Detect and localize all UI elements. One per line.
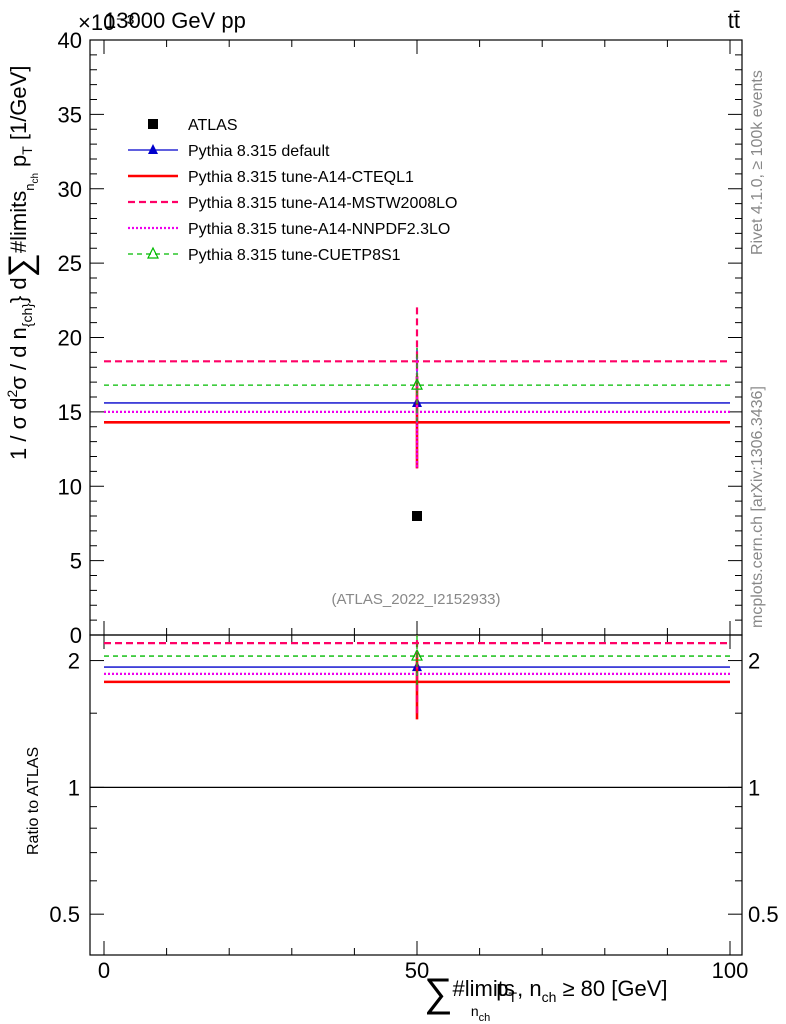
ratio-y-tick-label-right: 2 <box>748 649 760 674</box>
legend-label: Pythia 8.315 default <box>188 143 330 160</box>
atlas-data-point <box>412 511 422 521</box>
main-y-tick-label: 5 <box>70 549 82 574</box>
x-axis-label: ∑#limits nchpT, nch ≥ 80 [GeV] <box>424 971 668 1024</box>
legend-marker <box>148 144 158 154</box>
legend: ATLAS Pythia 8.315 default Pythia 8.315 tu… <box>128 117 457 264</box>
x-tick-label: 50 <box>405 958 429 983</box>
legend-label: ATLAS <box>188 117 238 134</box>
main-y-tick-label: 25 <box>58 251 82 276</box>
x-axis-ticks: 0 50 100 <box>98 40 748 983</box>
legend-marker <box>147 246 159 259</box>
main-y-tick-label: 20 <box>58 326 82 351</box>
legend-label: Pythia 8.315 tune-A14-MSTW2008LO <box>188 195 457 212</box>
main-y-tick-label: 35 <box>58 102 82 127</box>
main-axis-ticks: 0 5 10 15 20 25 30 35 40 <box>58 28 742 648</box>
main-series-marker <box>411 377 423 390</box>
x-tick-label: 0 <box>98 958 110 983</box>
process-label: tt̄ <box>728 8 740 33</box>
main-series-group <box>104 306 730 521</box>
main-y-tick-label: 15 <box>58 400 82 425</box>
ratio-series-marker <box>411 648 423 661</box>
main-y-tick-label: 0 <box>70 623 82 648</box>
ratio-y-tick-label: 0.5 <box>49 902 80 927</box>
ratio-series-group <box>104 635 730 720</box>
mcplots-label: mcplots.cern.ch [arXiv:1306.3436] <box>749 386 766 628</box>
legend-marker-atlas <box>148 119 158 129</box>
x-tick-label: 100 <box>712 958 749 983</box>
analysis-label: (ATLAS_2022_I2152933) <box>331 591 500 608</box>
ratio-y-tick-label: 2 <box>68 649 80 674</box>
legend-label: Pythia 8.315 tune-A14-NNPDF2.3LO <box>188 221 450 238</box>
main-y-tick-label: 40 <box>58 28 82 53</box>
ratio-y-tick-label-right: 1 <box>748 775 760 800</box>
ratio-y-tick-label: 1 <box>68 775 80 800</box>
ratio-axis-ticks: 0.5 0.5 1 1 2 2 <box>49 649 778 928</box>
legend-label: Pythia 8.315 tune-CUETP8S1 <box>188 247 401 264</box>
multiplier-label: ×10⁻³ <box>78 10 134 35</box>
main-y-tick-label: 30 <box>58 177 82 202</box>
main-y-tick-label: 10 <box>58 474 82 499</box>
main-y-axis-label: 1 / σ d2σ / d n{ch}} d∑#limitsnchpT[1/Ge… <box>2 66 41 460</box>
ratio-y-tick-label-right: 0.5 <box>748 902 779 927</box>
rivet-label: Rivet 4.1.0, ≥ 100k events <box>749 70 766 255</box>
ratio-y-axis-label: Ratio to ATLAS <box>25 747 42 855</box>
legend-label: Pythia 8.315 tune-A14-CTEQL1 <box>188 169 414 186</box>
energy-label: 13000 GeV pp <box>104 8 246 33</box>
